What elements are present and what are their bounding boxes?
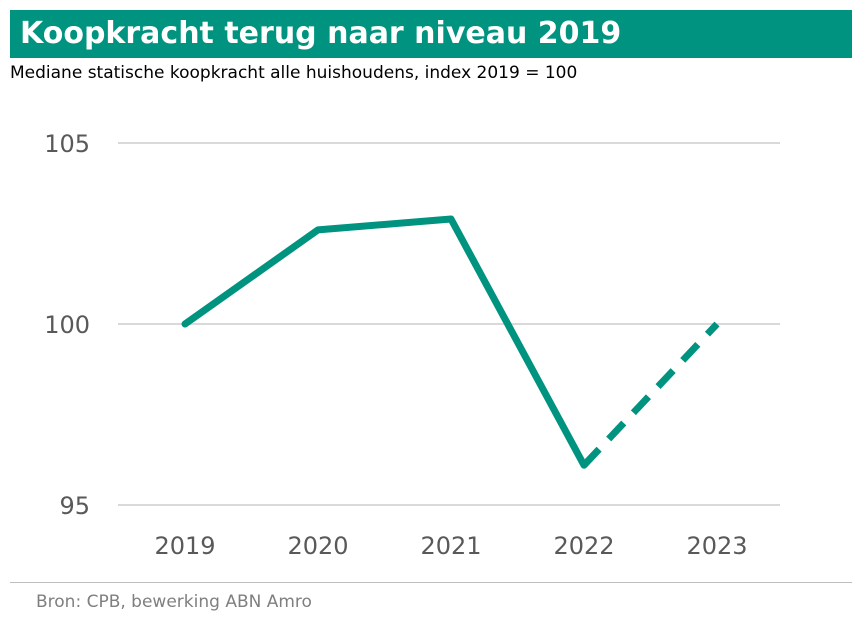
x-tick-label: 2020: [287, 532, 348, 560]
y-tick-label: 100: [44, 311, 90, 339]
gridlines: [118, 142, 780, 506]
x-tick-label: 2019: [154, 532, 215, 560]
footer-divider: [10, 582, 852, 583]
title-bar: Koopkracht terug naar niveau 2019: [10, 10, 852, 58]
chart-title: Koopkracht terug naar niveau 2019: [20, 16, 622, 51]
y-tick-label: 95: [59, 492, 90, 520]
x-axis-ticks: 2019 2020 2021 2022 2023: [154, 532, 747, 560]
x-tick-label: 2021: [420, 532, 481, 560]
series-line-dashed: [581, 321, 720, 468]
source-note: Bron: CPB, bewerking ABN Amro: [36, 592, 312, 612]
y-axis-ticks: 105 100 95: [44, 130, 90, 520]
y-tick-label: 105: [44, 130, 90, 158]
x-tick-label: 2022: [553, 532, 614, 560]
chart-subtitle: Mediane statische koopkracht alle huisho…: [10, 63, 578, 83]
series-line-solid: [181, 215, 588, 469]
x-tick-label: 2023: [686, 532, 747, 560]
series-lines: [181, 215, 720, 469]
